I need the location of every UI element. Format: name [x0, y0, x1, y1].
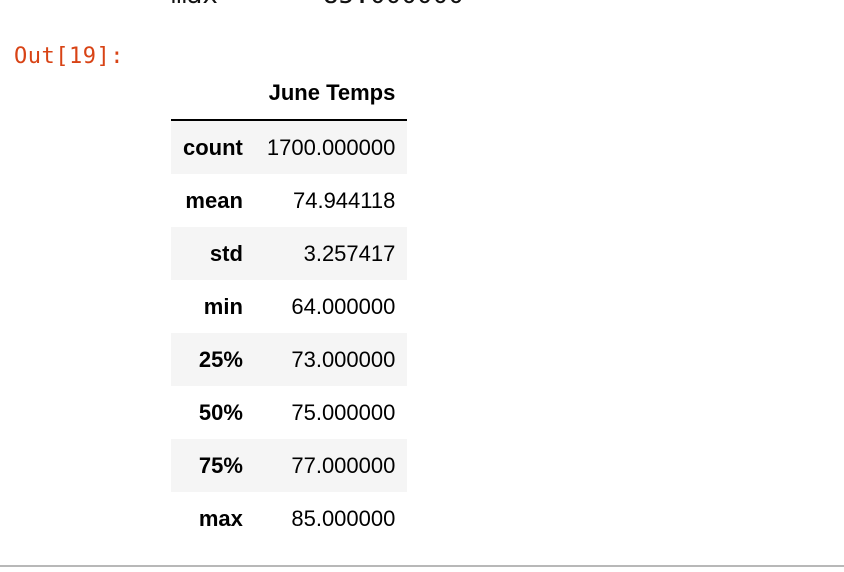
row-value: 75.000000 [291, 399, 396, 425]
describe-dataframe: June Temps count 1700.000000 mean 74.944… [171, 66, 408, 545]
row-value: 64.000000 [291, 293, 396, 319]
row-label: 75% [198, 452, 243, 478]
row-label: max [198, 505, 243, 531]
row-value: 3.257417 [303, 240, 396, 266]
row-value: 77.000000 [291, 452, 396, 478]
row-label: min [203, 293, 243, 319]
table-row: count 1700.000000 [171, 120, 408, 174]
table-row: 25% 73.000000 [171, 333, 408, 386]
row-label: std [209, 240, 243, 266]
row-value: 74.944118 [292, 187, 396, 213]
row-value: 85.000000 [291, 505, 396, 531]
row-label: mean [185, 187, 243, 213]
table-row: min 64.000000 [171, 280, 408, 333]
row-label: 25% [198, 346, 243, 372]
previous-output-value: 85.000000 [323, 0, 464, 10]
row-value: 1700.000000 [266, 134, 396, 160]
previous-output-label: max [171, 0, 218, 10]
column-header: June Temps [254, 66, 408, 121]
dataframe-header-row: June Temps [171, 66, 408, 121]
table-row: max 85.000000 [171, 492, 408, 545]
table-row: mean 74.944118 [171, 174, 408, 227]
table-row: std 3.257417 [171, 227, 408, 280]
row-value: 73.000000 [291, 346, 396, 372]
cell-divider [0, 565, 844, 567]
output-prompt: Out[19]: [14, 44, 124, 69]
index-header [171, 66, 255, 121]
previous-output-fragment: max 85.000000 [171, 0, 491, 10]
table-row: 75% 77.000000 [171, 439, 408, 492]
row-label: count [183, 134, 243, 160]
table-row: 50% 75.000000 [171, 386, 408, 439]
row-label: 50% [198, 399, 243, 425]
